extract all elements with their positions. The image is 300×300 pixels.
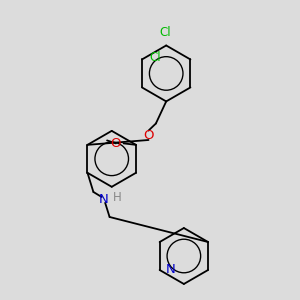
Text: H: H	[112, 191, 121, 204]
Text: O: O	[143, 129, 154, 142]
Text: Cl: Cl	[149, 52, 161, 64]
Text: Cl: Cl	[159, 26, 170, 39]
Text: N: N	[99, 193, 109, 206]
Text: O: O	[111, 137, 121, 150]
Text: N: N	[166, 263, 176, 277]
